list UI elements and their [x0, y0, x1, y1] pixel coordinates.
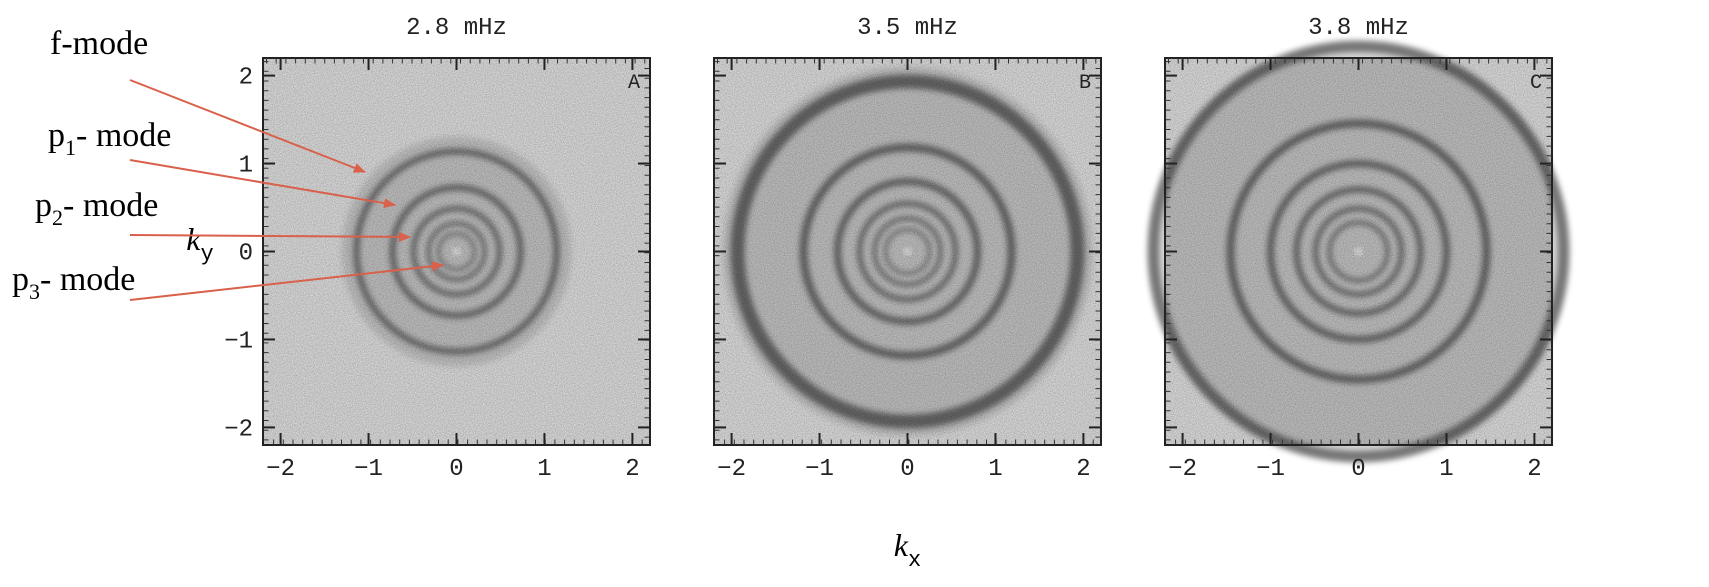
panel-title: 3.8 mHz [1308, 15, 1409, 42]
x-tick-label: 0 [1351, 456, 1365, 483]
panel: 3.8 mHz C −2 −1 0 1 2 [1147, 15, 1570, 483]
image-noise [714, 58, 1101, 445]
annotation-text: f-mode [50, 25, 148, 62]
annotation-suffix: - mode [40, 261, 135, 298]
annotation: f-mode [50, 25, 148, 62]
annotation: p1- mode [48, 117, 171, 160]
annotation-text: p [12, 261, 29, 298]
x-tick-label: −2 [1168, 456, 1197, 483]
panel-title: 2.8 mHz [406, 15, 507, 42]
image-noise [1165, 58, 1552, 445]
annotation-sub: 3 [29, 279, 40, 304]
annotation-suffix: - mode [76, 117, 171, 154]
x-tick-label: 0 [449, 456, 463, 483]
image-noise [263, 58, 650, 445]
annotation-arrow [129, 79, 366, 173]
ring [1147, 40, 1570, 463]
annotation-sub: 2 [52, 205, 63, 230]
y-tick-label: 2 [239, 65, 253, 92]
y-axis-label-sub: y [201, 242, 214, 267]
x-tick-label: −1 [805, 456, 834, 483]
y-axis-label-main: k [186, 221, 201, 257]
x-axis-label-sub: x [908, 548, 921, 573]
y-axis-label: ky [186, 221, 213, 267]
annotation-arrow [129, 261, 444, 301]
x-axis-label-main: k [894, 527, 909, 563]
y-tick-label: 1 [239, 153, 253, 180]
annotation-suffix: - mode [63, 187, 158, 224]
x-tick-label: 2 [625, 456, 639, 483]
x-tick-label: −1 [1256, 456, 1285, 483]
panel-title: 3.5 mHz [857, 15, 958, 42]
panel: 3.5 mHz B −2 −1 0 1 2 kx [713, 15, 1102, 573]
annotation-arrow [129, 231, 411, 242]
x-tick-label: −1 [354, 456, 383, 483]
x-tick-label: 0 [900, 456, 914, 483]
y-tick-label: −1 [224, 328, 253, 355]
x-tick-label: 2 [1076, 456, 1090, 483]
annotation: p3- mode [12, 261, 135, 304]
x-tick-label: −2 [717, 456, 746, 483]
x-tick-label: 1 [988, 456, 1002, 483]
y-tick-label: 0 [239, 241, 253, 268]
panel-label: B [1079, 72, 1091, 95]
y-tick-label: −2 [224, 416, 253, 443]
x-axis-label: kx [894, 527, 921, 573]
x-tick-label: 1 [1439, 456, 1453, 483]
annotation-text: p [48, 117, 65, 154]
x-tick-label: −2 [266, 456, 295, 483]
x-tick-label: 1 [537, 456, 551, 483]
annotation: p2- mode [35, 187, 158, 230]
x-tick-label: 2 [1527, 456, 1541, 483]
annotation-arrow [129, 159, 396, 209]
annotation-text: p [35, 187, 52, 224]
annotation-sub: 1 [65, 135, 76, 160]
panel-label: C [1530, 72, 1542, 95]
panel-label: A [628, 72, 640, 95]
